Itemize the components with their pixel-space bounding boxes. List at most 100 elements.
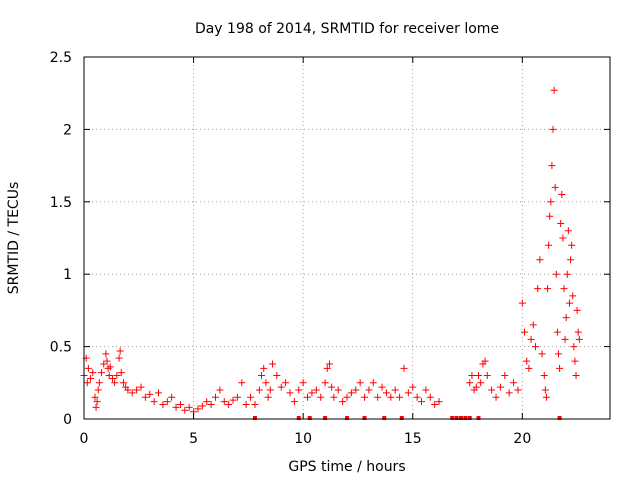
data-point [466,379,474,387]
plot-frame [83,56,611,420]
data-point [128,389,136,397]
data-point [106,363,114,371]
data-point [103,357,111,365]
data-point [262,379,270,387]
data-point [323,364,331,372]
data-point [299,379,307,387]
data-point [95,379,103,387]
data-point [212,393,219,401]
y-tick-label: 1.5 [50,195,72,211]
y-axis-label: SRMTID / TECUs [6,182,22,295]
data-point [339,398,347,406]
gap-marker [296,416,301,420]
data-point [374,393,382,401]
data-point [325,360,333,368]
data-point [475,372,482,380]
data-point [207,401,215,409]
data-point [387,393,395,401]
data-point [229,396,237,404]
data-point [510,379,518,387]
data-point [94,386,102,394]
axis-ticks: 0 5 10 15 20 0 0.5 1 1.5 2 2.5 [50,50,610,447]
data-point [391,386,399,394]
data-point [431,401,439,409]
data-point [563,270,571,278]
data-point [545,241,553,249]
data-point [242,401,250,409]
data-point [557,220,565,228]
data-point [483,372,491,380]
data-point [525,364,533,372]
data-point [343,393,351,401]
data-point [361,393,369,401]
data-point [382,389,390,397]
data-point [163,398,171,406]
data-point [155,389,163,397]
data-point [181,406,189,414]
data-point [334,386,342,394]
data-point [571,357,579,365]
data-point [560,285,568,293]
data-point [100,360,108,368]
data-point [542,393,550,401]
data-point [514,386,522,394]
data-point [435,398,443,406]
data-point [558,191,566,199]
data-point [137,383,145,391]
data-point [260,364,268,372]
gap-marker [454,416,459,420]
data-point [396,393,404,401]
data-point [481,357,489,365]
data-point [111,379,119,387]
data-point [565,299,573,307]
data-point [418,398,426,406]
data-point [304,393,312,401]
gap-marker [476,416,481,420]
x-tick-label: 10 [294,431,312,447]
data-point [422,386,430,394]
data-point [93,398,101,406]
data-point [541,386,549,394]
data-point [89,369,97,377]
data-point [251,401,259,409]
data-points [80,86,583,420]
x-tick-label: 0 [80,431,89,447]
data-point [233,393,241,401]
data-point [561,335,569,343]
x-axis-label: GPS time / hours [288,459,405,475]
data-point [572,372,580,380]
data-point [501,372,509,380]
data-point [426,393,434,401]
data-point [488,386,496,394]
data-point [159,401,167,409]
data-point [277,383,285,391]
data-point [546,212,554,220]
data-point [547,198,555,206]
data-point [550,86,558,94]
data-point [352,386,360,394]
grid-lines [84,57,610,419]
data-point [87,374,95,382]
data-point [108,374,116,382]
gap-marker [557,416,562,420]
data-point [141,393,149,401]
data-point [552,270,560,278]
x-tick-label: 20 [513,431,531,447]
data-point [477,379,485,387]
data-point [198,402,206,410]
data-point [536,256,544,264]
data-point [556,364,564,372]
data-point [133,386,141,394]
data-point [220,398,228,406]
data-point [225,401,233,409]
data-point [83,379,91,387]
gap-marker [362,416,367,420]
data-point [273,372,281,380]
data-point [119,379,127,387]
data-point [185,403,193,411]
data-point [518,299,526,307]
data-point [400,364,408,372]
data-point [544,285,552,293]
data-point [321,379,329,387]
